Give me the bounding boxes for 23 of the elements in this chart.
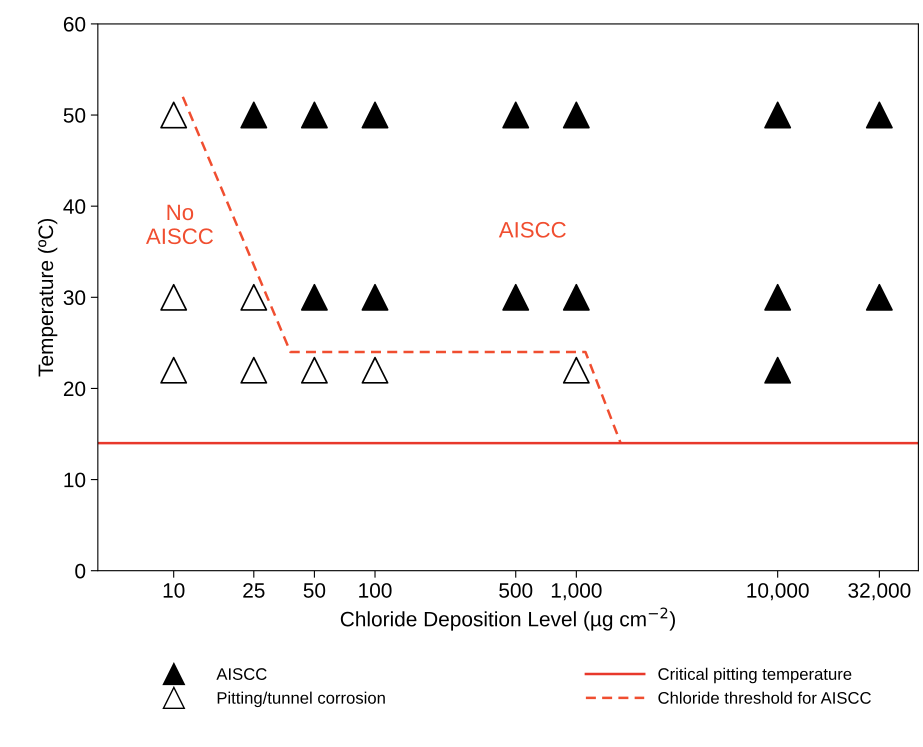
y-tick-label: 50 [64,108,86,123]
x-tick-label: 25 [243,583,265,598]
y-tick-label: 20 [64,381,86,396]
legend-label: Chloride threshold for AISCC [658,692,871,704]
x-tick-label: 500 [499,583,532,598]
x-tick-label: 10 [164,583,184,598]
x-tick-label: 32,000 [848,583,910,600]
x-tick-label: 1,000 [552,583,602,600]
annotation: AISCC [498,222,566,238]
y-axis-title: Temperature (ºC) [38,218,58,376]
y-tick-label: 40 [63,199,86,214]
y-tick-label: 10 [64,472,86,488]
x-tick-label: 100 [359,583,392,598]
x-axis-title: Chloride Deposition Level (µg cm$^{−2}$) [340,607,675,631]
annotation: No AISCC [146,204,213,244]
legend-label: Pitting/tunnel corrosion [218,692,385,708]
x-tick-label: 50 [304,583,326,598]
y-tick-label: 60 [64,16,86,32]
legend-label: Critical pitting temperature [658,668,852,684]
y-tick-label: 30 [64,290,86,306]
x-tick-label: 10,000 [747,583,809,600]
y-tick-label: 0 [75,564,86,578]
legend-label: AISCC [216,668,267,680]
